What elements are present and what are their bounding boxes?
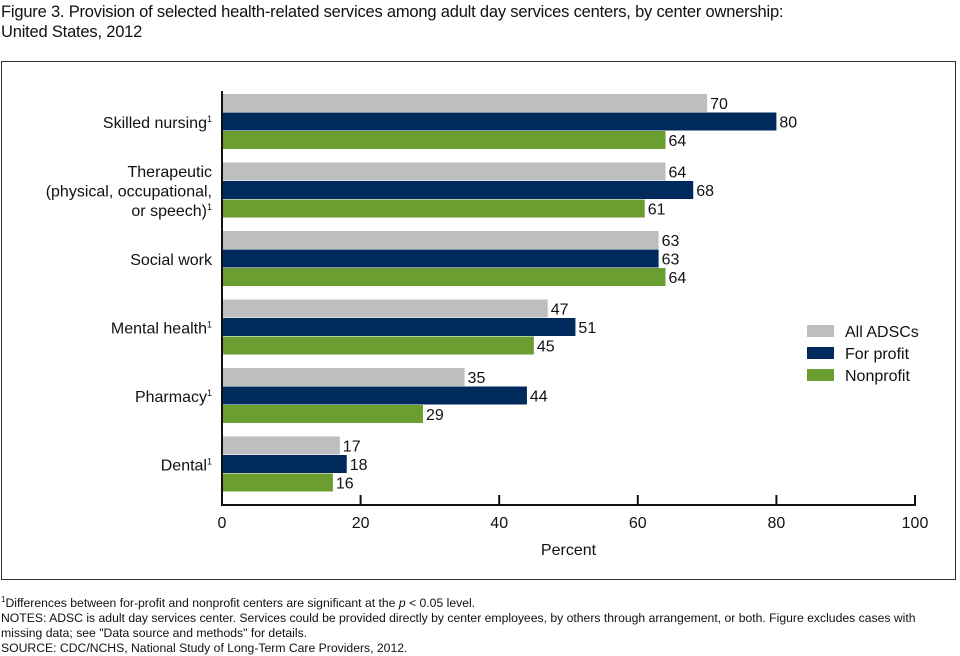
bar-all-adscs [222, 299, 548, 318]
x-tick-label: 0 [218, 515, 227, 532]
x-tick-label: 80 [768, 515, 786, 532]
bar-for-profit [222, 318, 576, 336]
data-label: 80 [779, 115, 797, 132]
bar-for-profit [222, 249, 659, 268]
bar-all-adscs [222, 94, 708, 112]
data-label: 35 [468, 370, 486, 387]
data-label: 17 [343, 439, 361, 456]
bar-for-profit [222, 112, 777, 131]
footnotes: 1Differences between for-profit and nonp… [1, 592, 956, 656]
footnote-marker: 1 [207, 456, 212, 466]
footnote-marker: 1 [1, 595, 6, 604]
bar-all-adscs [222, 436, 340, 455]
bar-all-adscs [222, 368, 465, 386]
x-tick-label: 60 [629, 515, 647, 532]
legend-label: For profit [845, 346, 910, 363]
bar-nonprofit [222, 405, 423, 423]
figure-title-line-1: Figure 3. Provision of selected health-r… [1, 3, 784, 21]
footnote-marker: 1 [207, 202, 212, 212]
data-label: 44 [530, 389, 548, 406]
legend: All ADSCs For profit Nonprofit [807, 324, 919, 385]
bar-nonprofit [222, 473, 333, 492]
data-label: 70 [710, 96, 728, 113]
footnote-marker: 1 [207, 388, 212, 398]
x-axis-title: Percent [541, 542, 597, 559]
legend-label: All ADSCs [845, 324, 919, 341]
figure-title-line-2: United States, 2012 [1, 23, 143, 41]
x-axis: 0 20 40 60 80 100 Percent [218, 91, 929, 559]
category-label: Mental health1 [111, 319, 212, 337]
data-label: 45 [537, 339, 555, 356]
category-label: (physical, occupational, [46, 183, 212, 200]
data-label: 18 [350, 457, 368, 474]
data-label: 64 [669, 270, 687, 287]
notes-text: NOTES: ADSC is adult day services center… [1, 611, 916, 641]
category-label: or speech)1 [131, 202, 212, 220]
legend-swatch [807, 369, 834, 381]
data-label: 47 [551, 302, 569, 319]
bar-for-profit [222, 386, 527, 405]
data-label: 64 [669, 133, 687, 150]
data-label: 61 [648, 202, 666, 219]
significance-footnote: 1Differences between for-profit and nonp… [1, 595, 476, 611]
bar-all-adscs [222, 162, 666, 181]
bar-nonprofit [222, 268, 666, 286]
figure-title: Figure 3. Provision of selected health-r… [1, 2, 951, 42]
category-label: Skilled nursing1 [103, 114, 212, 132]
data-label: 16 [336, 476, 354, 493]
category-labels: Skilled nursing1 Therapeutic (physical, oc… [46, 114, 213, 475]
legend-swatch [807, 347, 834, 359]
data-label: 51 [578, 320, 596, 337]
category-label: Dental1 [161, 456, 212, 474]
bar-all-adscs [222, 231, 659, 249]
bar-nonprofit [222, 336, 534, 355]
bar-nonprofit [222, 131, 666, 149]
data-label: 63 [662, 233, 680, 250]
legend-label: Nonprofit [845, 368, 910, 385]
category-label: Pharmacy1 [135, 388, 212, 406]
x-tick-label: 20 [352, 515, 370, 532]
bar-for-profit [222, 181, 694, 199]
footnote-marker: 1 [207, 319, 212, 329]
chart-frame [1, 61, 956, 580]
category-label: Therapeutic [128, 164, 213, 181]
data-label: 68 [696, 183, 714, 200]
data-label: 29 [426, 407, 444, 424]
data-label: 64 [669, 165, 687, 182]
x-tick-label: 40 [490, 515, 508, 532]
data-label: 63 [662, 252, 680, 269]
source-text: SOURCE: CDC/NCHS, National Study of Long… [1, 641, 408, 656]
footnote-marker: 1 [207, 114, 212, 124]
x-tick-label: 100 [902, 515, 929, 532]
legend-swatch [807, 325, 834, 337]
bar-for-profit [222, 455, 347, 473]
category-label: Social work [130, 252, 213, 269]
bar-nonprofit [222, 199, 645, 218]
